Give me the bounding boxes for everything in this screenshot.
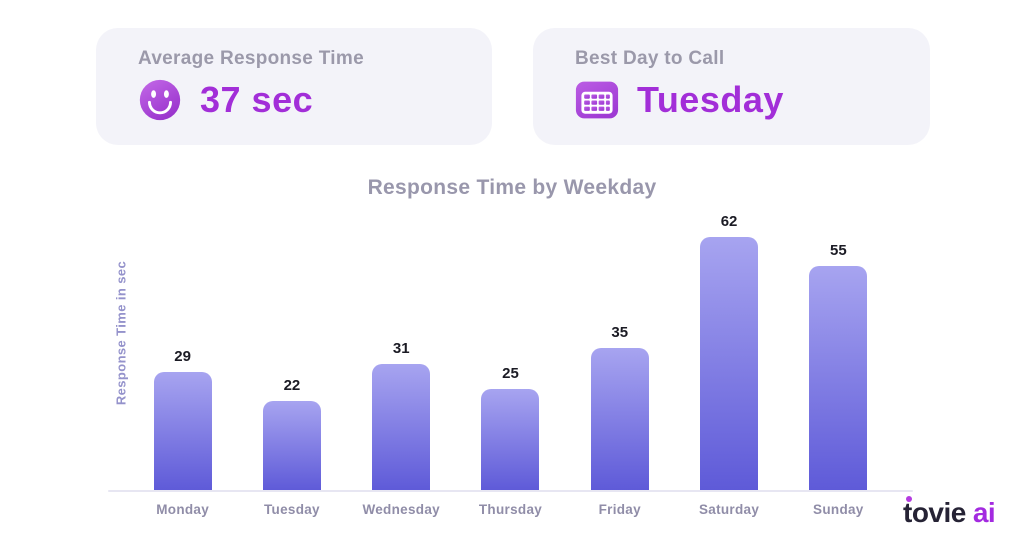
x-labels-row: Monday Tuesday Wednesday Thursday Friday Satu… (128, 502, 893, 517)
stat-card-best-day-to-call: Best Day to Call (533, 28, 930, 145)
bar-value-label: 55 (829, 242, 847, 259)
y-axis-label: Response Time in sec (113, 260, 129, 406)
bars-row: 29 22 31 25 35 62 55 (128, 201, 893, 491)
bar-value-label: 31 (392, 340, 410, 357)
bar-sunday[interactable] (809, 266, 868, 491)
x-axis-label: Sunday (813, 502, 864, 517)
bar-value-label: 22 (283, 377, 301, 394)
logo-suffix: ai (972, 497, 996, 528)
x-axis-label: Saturday (698, 502, 760, 517)
logo-dot-icon (906, 496, 912, 502)
bar-column: 55 (784, 242, 893, 491)
bar-saturday[interactable] (700, 237, 759, 491)
tovie-ai-logo: tovie ai (903, 496, 996, 528)
bar-wednesday[interactable] (372, 364, 431, 491)
stat-value: 37 sec (200, 79, 314, 120)
x-axis-label: Friday (598, 502, 641, 517)
bar-thursday[interactable] (481, 389, 540, 491)
calendar-icon (575, 81, 619, 119)
bar-column: 29 (128, 348, 237, 491)
x-axis-label: Thursday (478, 502, 543, 517)
x-axis-label: Tuesday (263, 502, 320, 517)
bar-column: 22 (237, 377, 346, 491)
stat-card-label: Best Day to Call (575, 48, 725, 69)
bar-monday[interactable] (153, 372, 212, 491)
bar-value-label: 62 (720, 213, 738, 230)
bar-value-label: 35 (611, 324, 629, 341)
stat-value: Tuesday (637, 79, 784, 120)
stat-card-average-response-time: Average Response Time 37 sec (96, 28, 492, 145)
bar-value-label: 25 (502, 365, 519, 382)
x-axis-line (108, 490, 913, 492)
bar-column: 35 (565, 324, 674, 491)
x-axis-label: Monday (156, 502, 210, 517)
stat-card-label: Average Response Time (138, 48, 364, 69)
smiley-icon (139, 79, 181, 121)
bar-friday[interactable] (590, 348, 649, 491)
bar-column: 62 (674, 213, 783, 491)
bar-value-label: 29 (174, 348, 191, 365)
logo-text: tovie (903, 496, 966, 528)
bar-column: 31 (347, 340, 456, 491)
x-axis-label: Wednesday (362, 502, 440, 517)
chart-title: Response Time by Weekday (367, 176, 657, 199)
bar-tuesday[interactable] (262, 401, 321, 491)
bar-column: 25 (456, 365, 565, 491)
